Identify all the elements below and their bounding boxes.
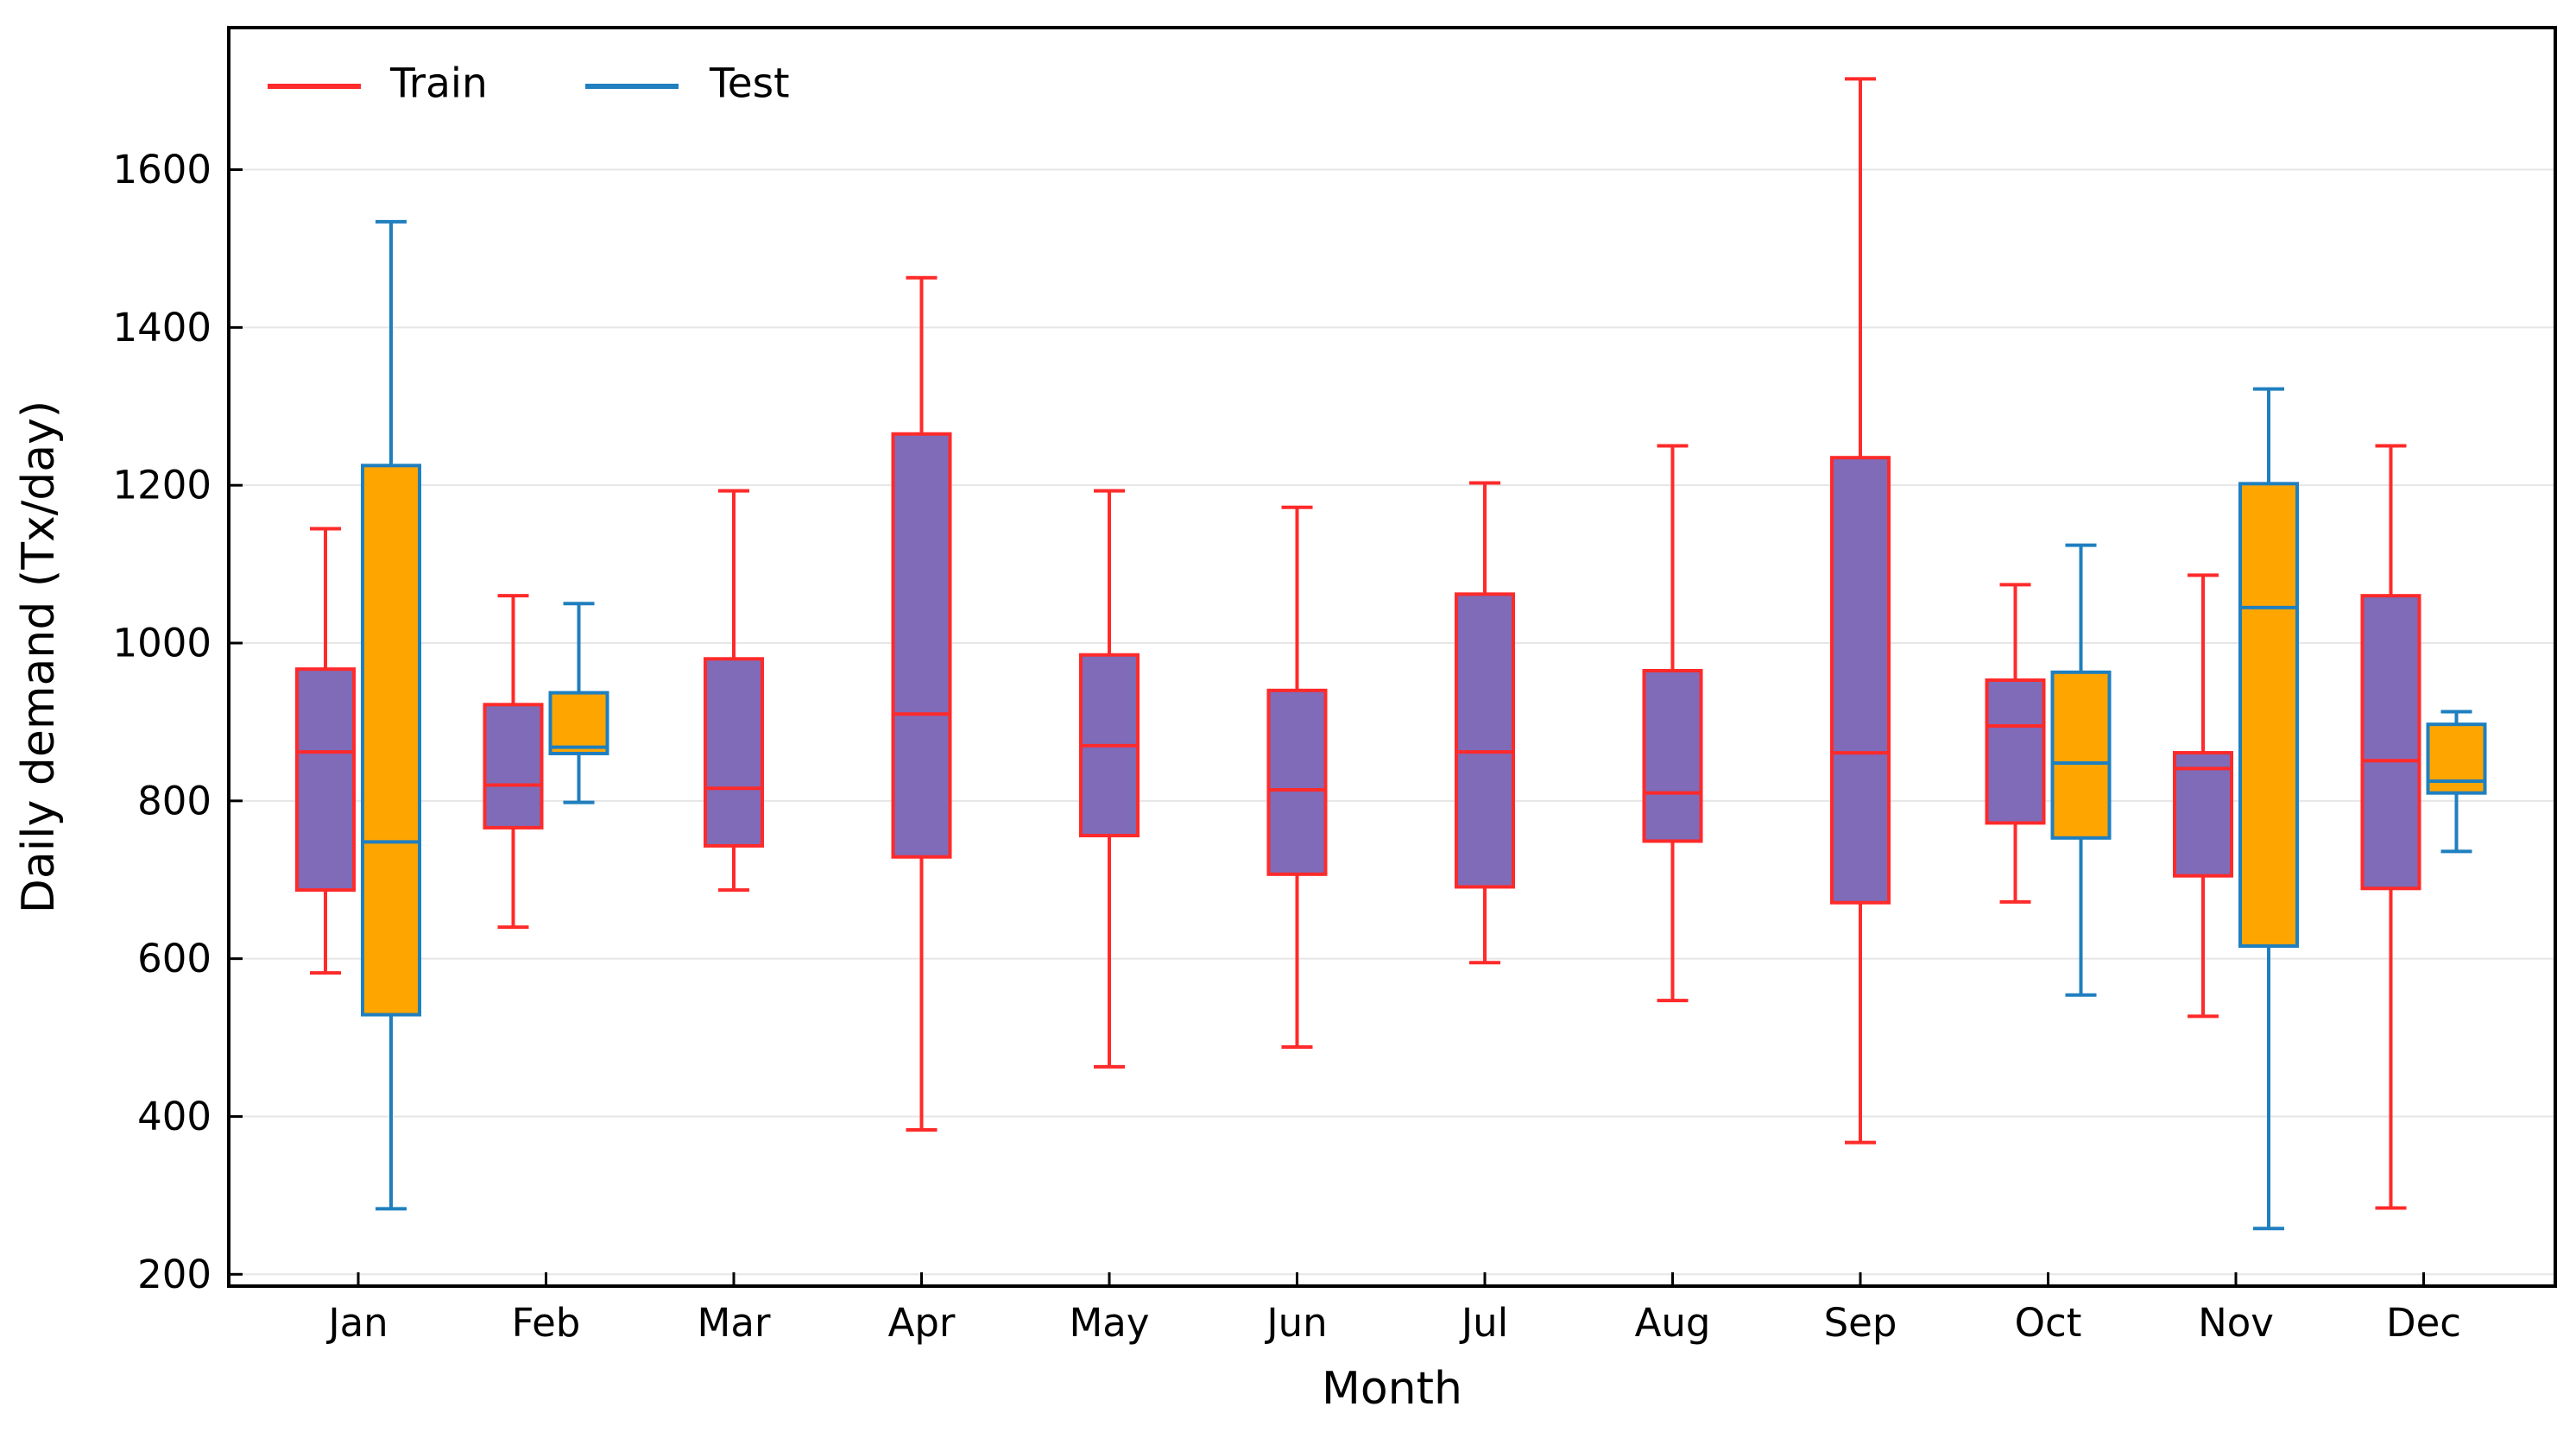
box-train-nov <box>2173 573 2233 1019</box>
iqr-box-train-aug <box>1642 668 1703 843</box>
legend: Train Test <box>268 60 790 108</box>
y-tick-label-400: 400 <box>137 1094 212 1139</box>
iqr-box-train-jul <box>1455 592 1515 889</box>
box-train-oct <box>1985 583 2046 904</box>
x-tick-label-feb: Feb <box>512 1300 581 1346</box>
axis-labels: Month Daily demand (Tx/day) <box>13 401 1462 1415</box>
x-tick-label-jun: Jun <box>1264 1300 1327 1346</box>
iqr-box-train-apr <box>891 432 952 859</box>
legend-test-label: Test <box>709 60 790 108</box>
box-train-dec <box>2360 444 2421 1210</box>
box-test-oct <box>2050 543 2112 997</box>
box-test-jan <box>361 219 421 1211</box>
iqr-box-train-nov <box>2173 751 2233 878</box>
y-tick-label-1200: 1200 <box>112 463 212 508</box>
legend-train-label: Train <box>389 60 488 108</box>
x-tick-label-jul: Jul <box>1459 1300 1508 1346</box>
x-tick-label-dec: Dec <box>2386 1300 2461 1346</box>
y-tick-label-600: 600 <box>137 936 212 981</box>
box-train-aug <box>1642 444 1703 1003</box>
box-train-jun <box>1266 505 1328 1050</box>
box-test-dec <box>2426 710 2487 854</box>
iqr-box-train-jun <box>1266 688 1328 876</box>
iqr-box-train-sep <box>1830 456 1891 905</box>
box-train-may <box>1079 489 1140 1069</box>
iqr-box-test-feb <box>548 691 609 755</box>
iqr-box-test-jan <box>361 464 421 1017</box>
x-tick-label-oct: Oct <box>2015 1300 2082 1346</box>
iqr-box-train-oct <box>1985 678 2046 825</box>
iqr-box-train-mar <box>704 657 764 848</box>
y-tick-label-1400: 1400 <box>112 305 212 350</box>
plot-area-border <box>227 26 2557 1288</box>
grid-lines <box>229 168 2555 1276</box>
y-tick-label-1000: 1000 <box>112 621 212 666</box>
y-axis-title: Daily demand (Tx/day) <box>13 401 65 913</box>
iqr-box-test-nov <box>2238 482 2299 949</box>
x-tick-label-may: May <box>1069 1300 1149 1346</box>
x-tick-label-mar: Mar <box>698 1300 771 1346</box>
box-train-mar <box>704 489 764 893</box>
x-tick-label-aug: Aug <box>1635 1300 1711 1346</box>
box-train-sep <box>1830 77 1891 1145</box>
y-tick-label-800: 800 <box>137 778 212 823</box>
iqr-box-train-jan <box>295 667 356 893</box>
x-tick-label-nov: Nov <box>2198 1300 2274 1346</box>
box-series <box>295 77 2487 1231</box>
x-axis-title: Month <box>1322 1363 1462 1415</box>
box-train-apr <box>891 275 952 1132</box>
y-tick-label-200: 200 <box>137 1252 212 1297</box>
box-train-jul <box>1455 481 1515 965</box>
box-train-jan <box>295 527 356 975</box>
axis-ticks: 200 400 600 800 1000 1200 1400 1600 Jan Feb Mar Apr… <box>112 147 2461 1346</box>
x-tick-label-sep: Sep <box>1824 1300 1897 1346</box>
box-test-feb <box>548 602 609 804</box>
plot-frame <box>227 26 2557 1288</box>
x-tick-label-jan: Jan <box>325 1300 388 1346</box>
iqr-box-train-dec <box>2360 594 2421 891</box>
iqr-box-train-feb <box>483 703 544 830</box>
y-tick-label-1600: 1600 <box>112 147 212 192</box>
x-tick-label-apr: Apr <box>888 1300 956 1346</box>
box-train-feb <box>483 594 544 930</box>
iqr-box-test-oct <box>2050 670 2112 840</box>
box-test-nov <box>2238 387 2299 1231</box>
